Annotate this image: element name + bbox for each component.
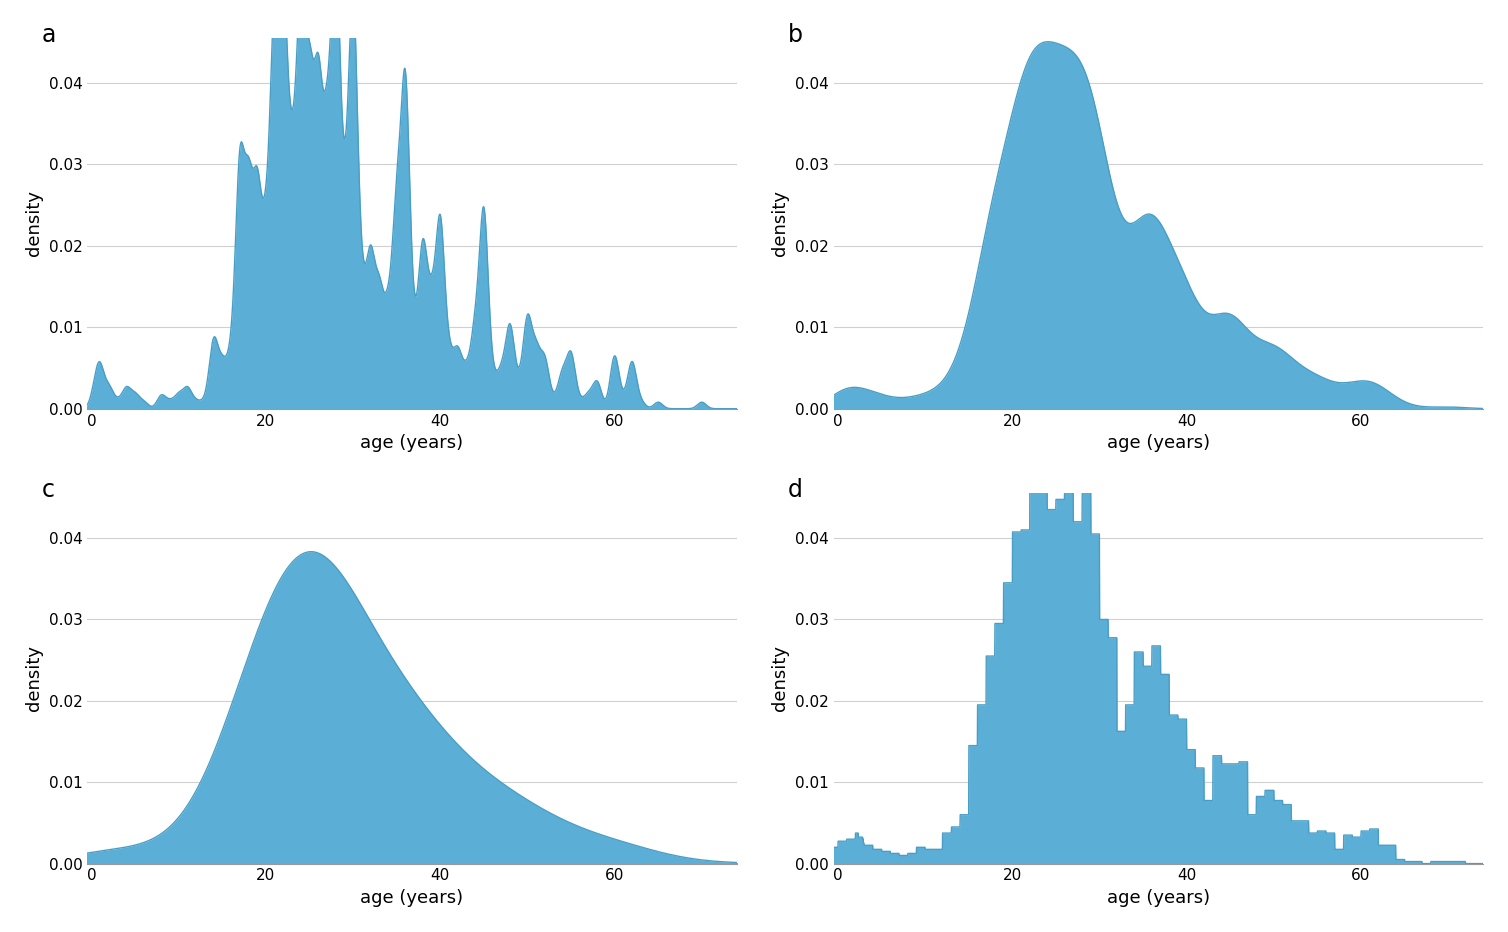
- Text: a: a: [42, 23, 56, 48]
- Text: b: b: [789, 23, 804, 48]
- Y-axis label: density: density: [26, 645, 44, 711]
- Y-axis label: density: density: [26, 190, 44, 256]
- Y-axis label: density: density: [772, 190, 789, 256]
- X-axis label: age (years): age (years): [1107, 434, 1209, 452]
- Text: d: d: [789, 478, 804, 502]
- X-axis label: age (years): age (years): [1107, 889, 1209, 907]
- X-axis label: age (years): age (years): [360, 889, 463, 907]
- Y-axis label: density: density: [772, 645, 789, 711]
- Text: c: c: [42, 478, 54, 502]
- X-axis label: age (years): age (years): [360, 434, 463, 452]
